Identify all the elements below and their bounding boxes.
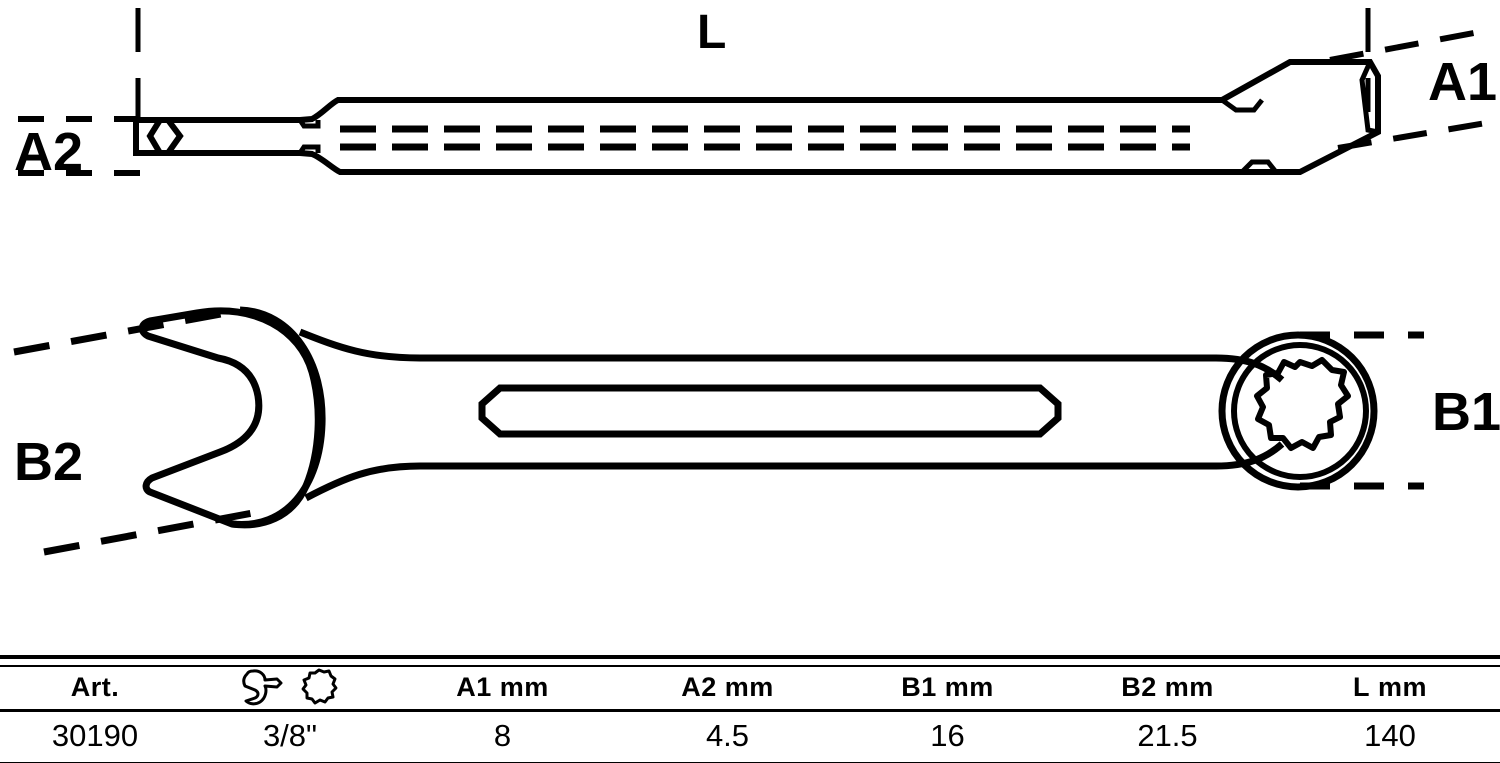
cell-size: 3/8"	[190, 710, 390, 763]
column-header-a1-label: A1	[456, 671, 492, 702]
column-header-b1-label: B1	[901, 671, 937, 702]
dimension-label-b2: B2	[14, 432, 83, 492]
side-view-right-shoulder-bottom	[1240, 159, 1278, 174]
b2-upper-dimension-line	[13, 308, 233, 356]
ring-end-outer-circle	[1218, 331, 1378, 491]
table-header-row: Art. A1 mm A2 mm	[0, 666, 1500, 712]
cell-a2: 4.5	[615, 710, 840, 763]
column-header-b2-unit: mm	[1164, 671, 1214, 702]
table-row: 30190 3/8" 8 4.5 16 21.5 140	[0, 710, 1500, 763]
side-view-outline	[133, 59, 1381, 175]
column-header-l-label: L	[1352, 671, 1370, 702]
column-header-l-unit: mm	[1377, 671, 1427, 702]
cell-l: 140	[1280, 710, 1500, 763]
handle-grip-recess	[478, 384, 1062, 438]
cell-b2: 21.5	[1055, 710, 1280, 763]
handle-bottom-edge	[304, 462, 1216, 502]
side-view-left-shoulder-bottom	[297, 144, 321, 155]
column-header-a2: A2 mm	[615, 666, 840, 712]
side-view-left-shoulder-top	[297, 118, 321, 129]
column-header-a2-label: A2	[681, 671, 717, 702]
table-top-rule	[0, 655, 1500, 667]
a1-lower-dimension-line	[1337, 119, 1493, 151]
open-end-wrench-icon	[242, 669, 283, 706]
column-header-size	[190, 666, 390, 712]
dimension-label-b1: B1	[1432, 382, 1500, 442]
column-header-a1-unit: mm	[499, 671, 549, 702]
column-header-b2: B2 mm	[1055, 666, 1280, 712]
dimension-label-a2: A2	[14, 122, 83, 182]
column-header-art-label: Art.	[70, 671, 120, 702]
open-end-jaw-outline	[138, 307, 322, 529]
column-header-b1-unit: mm	[944, 671, 994, 702]
specification-table: Art. A1 mm A2 mm	[0, 655, 1500, 763]
plan-view: B2 B1	[13, 306, 1500, 556]
column-header-a2-unit: mm	[724, 671, 774, 702]
ring-end-inner-circle	[1231, 342, 1369, 480]
side-elevation-view: A2 A1 L	[14, 6, 1497, 182]
open-end-head-back	[231, 306, 326, 529]
side-view-left-break-2	[165, 118, 184, 155]
table-top-rule-cell	[0, 655, 1500, 667]
column-header-b2-label: B2	[1121, 671, 1157, 702]
cell-a1: 8	[390, 710, 615, 763]
dimension-label-a1: A1	[1428, 52, 1497, 112]
dimension-label-l: L	[697, 6, 726, 59]
a1-upper-dimension-line	[1329, 27, 1491, 63]
column-header-art: Art.	[0, 666, 190, 712]
twelve-point-socket-icon	[301, 668, 338, 705]
handle-top-edge	[298, 328, 1216, 362]
column-header-a1: A1 mm	[390, 666, 615, 712]
cell-art: 30190	[0, 710, 190, 763]
column-header-b1: B1 mm	[840, 666, 1055, 712]
side-view-left-break-1	[146, 118, 163, 155]
cell-b1: 16	[840, 710, 1055, 763]
side-view-right-shoulder-top	[1220, 97, 1264, 113]
side-view-ring-bevel	[1359, 60, 1379, 135]
twelve-point-profile	[1254, 357, 1351, 451]
